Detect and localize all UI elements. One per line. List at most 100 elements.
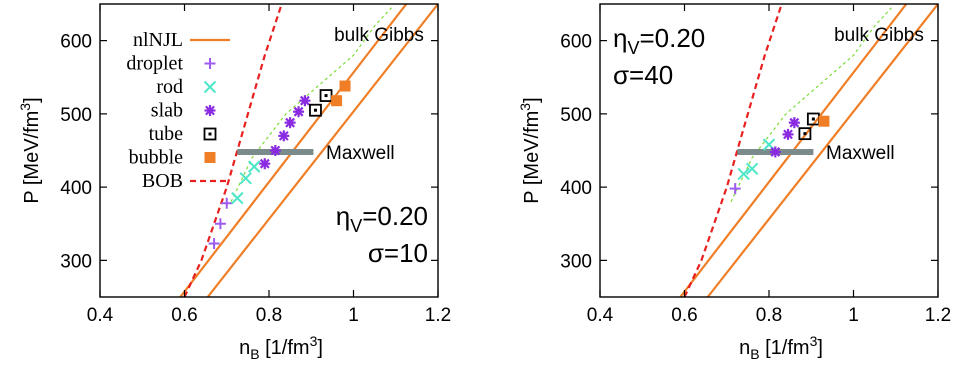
x-label-sup: 3 xyxy=(310,333,318,349)
slab-marker-2 xyxy=(278,130,290,142)
x-axis-label: nB [1/fm3] xyxy=(739,333,823,362)
legend-item-bubble: bubble xyxy=(129,147,216,169)
x-tick-label: 1 xyxy=(348,305,359,326)
series-bulk-gibbs-3 xyxy=(230,7,392,203)
x-label-unit: [1/fm xyxy=(760,337,810,359)
x-label-close: ] xyxy=(817,337,823,359)
x-tick-label: 0.4 xyxy=(587,305,614,326)
legend-label: droplet xyxy=(126,53,183,75)
x-tick-label: 1.2 xyxy=(925,305,951,326)
legend-swatch-b xyxy=(205,105,215,116)
x-label-unit: [1/fm xyxy=(260,337,310,359)
rod-marker-2-b xyxy=(248,160,261,173)
y-tick-label: 400 xyxy=(560,178,592,199)
legend-swatch xyxy=(203,80,217,94)
rod-marker-0 xyxy=(231,191,244,205)
legend-swatch xyxy=(204,58,216,69)
plot-area xyxy=(679,4,938,297)
series-tube-8 xyxy=(798,112,820,141)
slab-marker-2-b xyxy=(278,130,289,141)
y-tick-label: 600 xyxy=(60,32,92,53)
x-tick-label: 0.6 xyxy=(671,305,697,326)
legend-swatch xyxy=(204,105,216,116)
y-tick-label: 500 xyxy=(60,105,92,126)
tube-marker-1 xyxy=(319,89,333,102)
series-bob-2 xyxy=(683,4,783,297)
legend-swatch xyxy=(203,127,217,141)
x-label-sub: B xyxy=(250,346,259,362)
eta-symbol: η xyxy=(336,201,350,231)
eta-v-label: ηV=0.20 xyxy=(613,23,705,58)
legend-item-nlnjl: nlNJL xyxy=(133,29,230,51)
slab-marker-4-b xyxy=(293,106,304,117)
rod-marker-1-b xyxy=(745,162,759,176)
series-nlnjl-1 xyxy=(206,4,438,297)
y-tick-label: 300 xyxy=(560,251,592,272)
rod-marker-0-b xyxy=(231,191,244,205)
y-tick-label: 500 xyxy=(560,105,592,126)
legend-swatch-dot xyxy=(208,132,212,136)
y-tick-label: 600 xyxy=(560,32,592,53)
droplet-marker-0 xyxy=(208,238,220,250)
y-label-close: ] xyxy=(21,97,43,103)
eta-subscript: V xyxy=(627,38,639,58)
slab-marker-3-b xyxy=(285,117,296,128)
rod-marker-1-b xyxy=(239,172,252,185)
droplet-marker-0 xyxy=(729,183,741,195)
legend-label: nlNJL xyxy=(133,29,183,51)
panel-2-params: ηV=0.20σ=40 xyxy=(613,23,705,90)
tube-marker-0-outer xyxy=(798,127,812,141)
y-label-close: ] xyxy=(521,97,543,103)
series-tube-8 xyxy=(309,89,333,117)
y-label-sup: 3 xyxy=(517,103,533,111)
droplet-marker-1 xyxy=(214,218,226,230)
sigma-label: σ=10 xyxy=(368,238,428,268)
series-droplet-5 xyxy=(729,183,741,195)
slab-marker-4 xyxy=(293,106,305,118)
series-bulk-gibbs-3 xyxy=(730,7,892,203)
y-tick-label: 400 xyxy=(60,178,92,199)
legend-label: BOB xyxy=(142,170,183,192)
series-slab-7 xyxy=(769,117,800,158)
series-bob-2 xyxy=(183,4,283,297)
eta-value: =0.20 xyxy=(362,201,428,231)
x-label-sup: 3 xyxy=(810,333,818,349)
eta-v-label: ηV=0.20 xyxy=(336,201,428,236)
x-label-close: ] xyxy=(317,337,323,359)
series-droplet-5 xyxy=(208,197,233,250)
tube-marker-1-dot xyxy=(324,94,328,98)
droplet-marker-2 xyxy=(221,197,233,209)
slab-marker-1 xyxy=(269,145,281,156)
series-rod-6 xyxy=(231,160,261,205)
slab-marker-0 xyxy=(769,146,781,158)
tube-marker-0-outer xyxy=(309,103,322,117)
y-label-main: P [MeV/fm xyxy=(21,111,43,204)
legend-swatch xyxy=(204,152,216,163)
x-tick-label: 0.6 xyxy=(171,305,197,326)
x-tick-label: 1.2 xyxy=(425,305,451,326)
rod-marker-0 xyxy=(737,167,750,181)
legend-item-droplet: droplet xyxy=(126,53,216,75)
legend-item-bob: BOB xyxy=(142,170,230,192)
series-nlnjl-1 xyxy=(706,4,938,297)
legend-swatch-outer xyxy=(203,127,217,141)
eta-symbol: η xyxy=(613,23,627,53)
rod-marker-0-b xyxy=(737,167,750,181)
bubble-marker-1 xyxy=(339,80,351,92)
rod-marker-2-b xyxy=(762,138,776,151)
series-bubble-9 xyxy=(818,115,830,127)
legend-item-slab: slab xyxy=(151,100,216,122)
y-axis-label: P [MeV/fm3] xyxy=(17,97,43,203)
tube-marker-1-dot xyxy=(811,117,815,121)
tube-marker-0-dot xyxy=(803,132,807,136)
legend-label: bubble xyxy=(129,147,184,169)
series-bubble-9 xyxy=(331,80,351,107)
x-tick-label: 0.8 xyxy=(256,305,282,326)
x-label-sub: B xyxy=(750,346,759,362)
slab-marker-0 xyxy=(259,158,271,170)
slab-marker-2 xyxy=(788,117,800,129)
